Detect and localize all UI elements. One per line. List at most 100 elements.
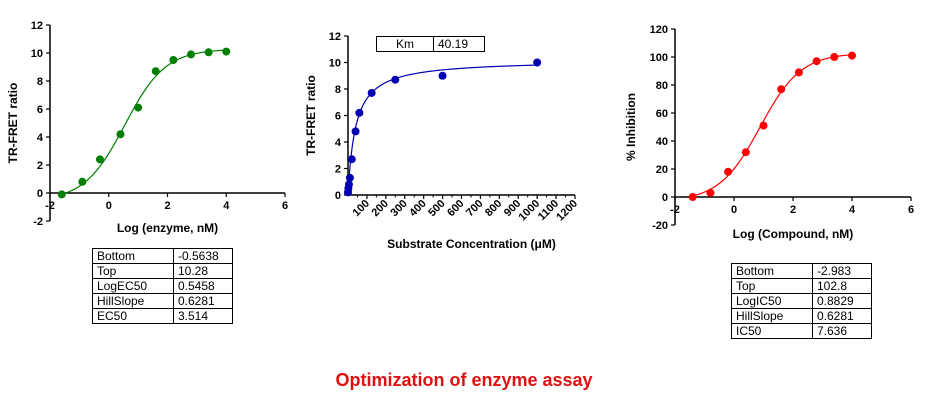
figure-caption: Optimization of enzyme assay [335, 370, 593, 390]
y-tick-label: 12 [329, 31, 341, 43]
y-tick-label: 4 [37, 132, 44, 144]
param-name: Top [92, 263, 174, 279]
y-tick-label: 10 [31, 48, 43, 60]
table-row: Bottom -0.5638 [92, 248, 233, 264]
data-point [812, 57, 821, 66]
table-row: Top 10.28 [92, 263, 233, 279]
table-row: Km 40.19 [376, 36, 485, 52]
data-point [95, 155, 104, 164]
x-tick-label: 300 [388, 198, 409, 219]
y-tick-label: 40 [656, 136, 668, 148]
enzyme-params-table: Bottom -0.5638 Top 10.28 LogEC50 0.5458 Hil… [92, 248, 233, 324]
substrate-km-chart: 0246810121002003004005006007008009001000… [304, 31, 580, 251]
data-point [57, 190, 66, 199]
y-tick-label: 2 [335, 164, 341, 176]
y-tick-label: 10 [329, 58, 341, 70]
param-value: 0.5458 [173, 278, 233, 294]
table-row: LogIC50 0.8829 [731, 293, 872, 309]
x-axis-label: Substrate Concentration (μM) [387, 237, 556, 251]
data-point [222, 47, 231, 56]
data-point [759, 121, 768, 130]
table-row: HillSlope 0.6281 [92, 293, 233, 309]
y-tick-label: 0 [662, 192, 668, 204]
y-tick-label: 2 [37, 160, 43, 172]
param-name: HillSlope [731, 308, 813, 324]
x-tick-label: 1000 [516, 198, 542, 224]
data-point [351, 127, 360, 136]
y-tick-label: -2 [33, 216, 43, 228]
data-point [187, 50, 195, 59]
x-tick-label: 700 [464, 198, 485, 219]
data-point [688, 193, 697, 201]
x-tick-label: -2 [670, 204, 680, 216]
param-name: Top [731, 278, 813, 294]
param-name: Bottom [731, 263, 813, 279]
data-point [204, 48, 213, 57]
data-point [78, 177, 87, 186]
fit-curve [347, 64, 538, 195]
table-row: Top 102.8 [731, 278, 872, 294]
param-value: 10.28 [173, 263, 233, 279]
y-axis-label: TR-FRET ratio [304, 75, 318, 156]
data-point [724, 167, 733, 176]
data-point [794, 68, 803, 77]
data-point [169, 56, 178, 64]
y-tick-label: 20 [656, 164, 668, 176]
data-point [533, 58, 542, 67]
data-point [777, 85, 786, 94]
data-point [741, 148, 750, 157]
param-value: 0.6281 [173, 293, 233, 309]
data-point [706, 188, 715, 197]
param-value: 0.8829 [812, 293, 872, 309]
param-value: -2.983 [812, 263, 872, 279]
data-point [848, 51, 856, 60]
param-value: 3.514 [173, 308, 233, 324]
x-tick-label: 2 [790, 204, 796, 216]
x-tick-label: 600 [445, 198, 466, 219]
param-name: LogIC50 [731, 293, 813, 309]
y-tick-label: 120 [650, 24, 668, 36]
y-tick-label: 80 [656, 80, 668, 92]
y-tick-label: 6 [335, 111, 341, 123]
x-tick-label: 800 [483, 198, 504, 219]
data-point [151, 67, 160, 76]
km-table: Km 40.19 [376, 36, 485, 52]
x-tick-label: 4 [849, 204, 856, 216]
y-tick-label: 0 [37, 188, 43, 200]
x-tick-label: 400 [407, 198, 428, 219]
x-tick-label: 4 [223, 200, 230, 212]
x-axis-label: Log (Compound, nM) [733, 227, 854, 241]
x-axis-label: Log (enzyme, nM) [117, 221, 218, 235]
table-row: IC50 7.636 [731, 323, 872, 339]
y-tick-label: 60 [656, 108, 668, 120]
y-axis-label: TR-FRET ratio [6, 83, 20, 164]
y-tick-label: 100 [650, 52, 668, 64]
param-name: LogEC50 [92, 278, 174, 294]
data-point [345, 173, 354, 182]
param-value: 102.8 [812, 278, 872, 294]
y-tick-label: 4 [335, 137, 342, 149]
x-tick-label: 1200 [554, 198, 580, 224]
x-tick-label: 0 [731, 204, 737, 216]
x-tick-label: 6 [908, 204, 914, 216]
y-tick-label: 8 [335, 84, 341, 96]
table-row: HillSlope 0.6281 [731, 308, 872, 324]
y-tick-label: 6 [37, 104, 43, 116]
data-point [134, 103, 143, 112]
fit-curve [61, 49, 227, 195]
data-point [830, 53, 839, 61]
y-tick-label: 8 [37, 76, 43, 88]
param-value: 40.19 [433, 36, 485, 52]
data-point [355, 108, 364, 117]
data-point [344, 180, 353, 189]
param-name: Bottom [92, 248, 174, 264]
param-value: 7.636 [812, 323, 872, 339]
x-tick-label: 500 [426, 198, 447, 219]
x-tick-label: -2 [45, 200, 55, 212]
table-row: Bottom -2.983 [731, 263, 872, 279]
y-tick-label: -20 [652, 220, 668, 232]
param-name: HillSlope [92, 293, 174, 309]
data-point [367, 88, 376, 97]
table-row: EC50 3.514 [92, 308, 233, 324]
